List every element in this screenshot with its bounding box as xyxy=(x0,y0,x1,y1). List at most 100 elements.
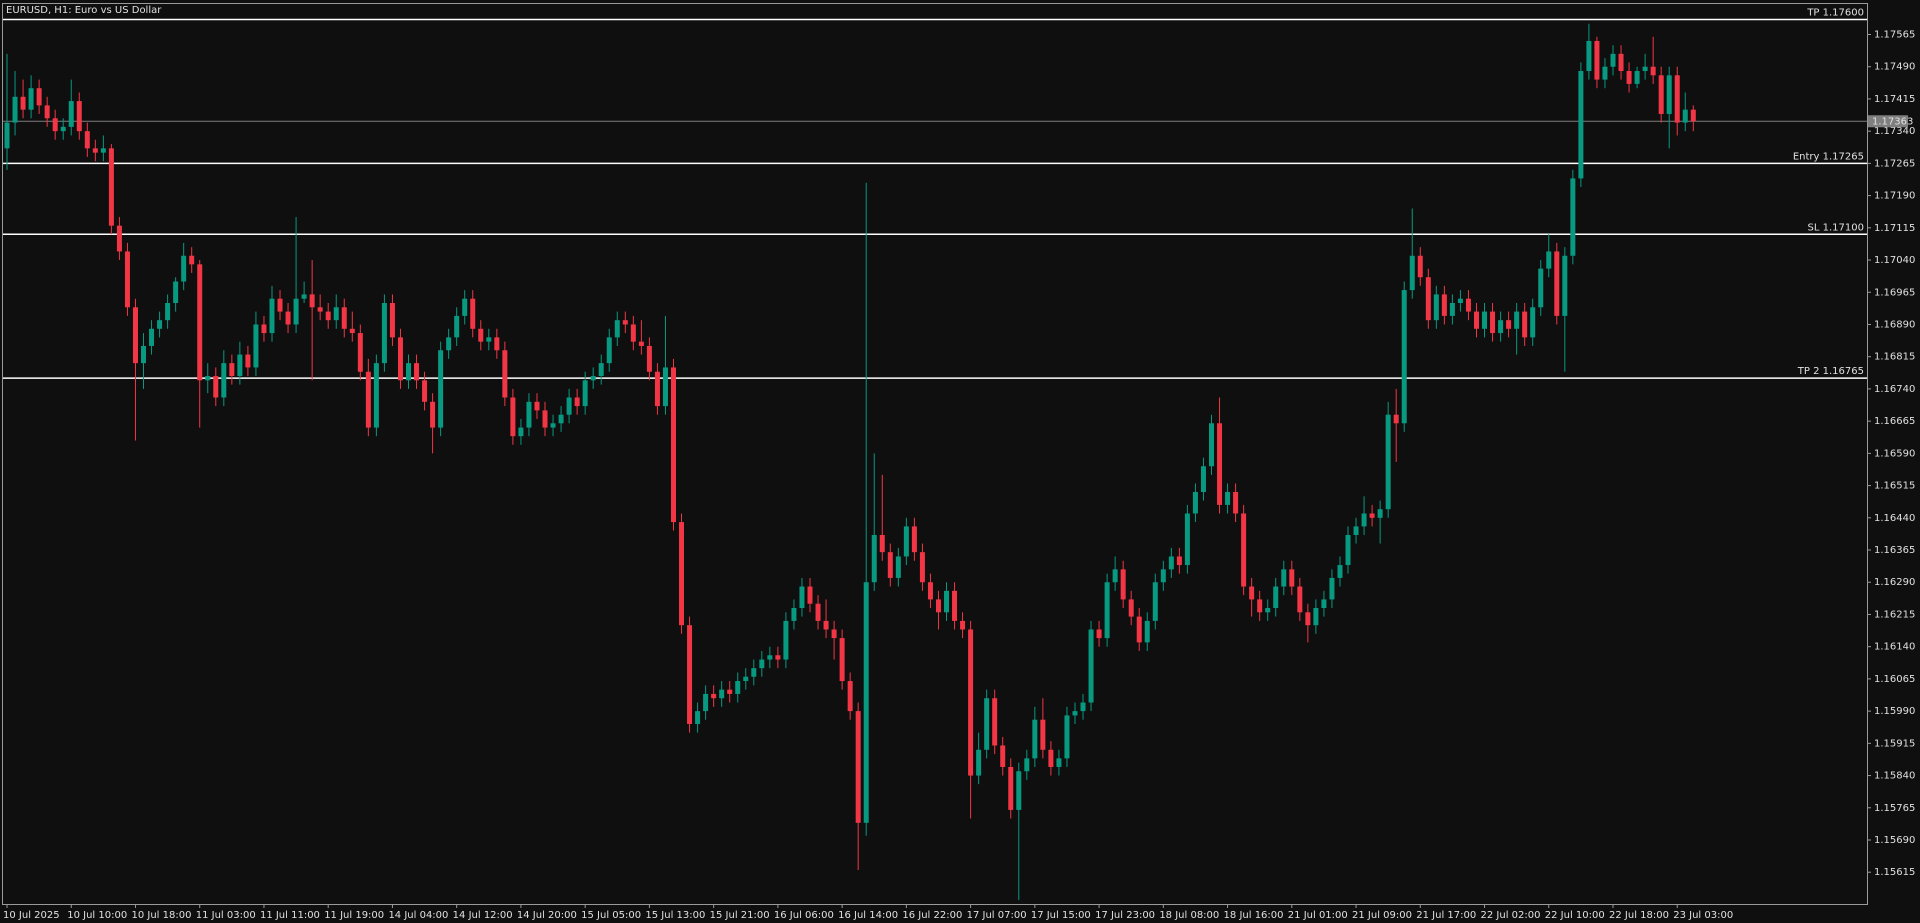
candle-body xyxy=(157,320,163,329)
candle-body xyxy=(1048,749,1054,767)
y-tick-label: 1.17565 xyxy=(1874,30,1915,41)
y-tick-label: 1.15990 xyxy=(1874,706,1915,717)
candle-body xyxy=(149,328,155,346)
candle-body xyxy=(1217,423,1223,505)
candle-body xyxy=(622,320,628,325)
bid-label-box xyxy=(1868,115,1908,128)
y-tick-label: 1.17340 xyxy=(1874,126,1915,137)
candle-body xyxy=(1152,582,1158,621)
candle-body xyxy=(1321,599,1327,609)
candle-body xyxy=(1514,311,1520,329)
x-tick-label: 21 Jul 01:00 xyxy=(1288,910,1348,921)
candle-body xyxy=(1498,320,1504,334)
candle-body xyxy=(879,534,885,553)
candle-body xyxy=(1209,423,1214,467)
candle-body xyxy=(960,620,966,630)
candle-body xyxy=(1128,599,1134,617)
candle-body xyxy=(1562,255,1568,316)
candle-body xyxy=(1200,466,1206,493)
candle-body xyxy=(1032,719,1038,759)
y-tick-label: 1.16590 xyxy=(1874,448,1915,459)
x-tick-label: 15 Jul 05:00 xyxy=(581,910,641,921)
candle-body xyxy=(1473,311,1479,329)
candle-body xyxy=(759,659,765,669)
candle-body xyxy=(1096,629,1102,639)
candle-body xyxy=(952,590,958,621)
candle-body xyxy=(1682,109,1688,123)
candle-body xyxy=(1016,771,1022,810)
x-tick-label: 10 Jul 10:00 xyxy=(67,910,127,921)
candle-body xyxy=(414,363,420,381)
candle-body xyxy=(1578,71,1584,179)
candle-body xyxy=(727,689,733,694)
candle-body xyxy=(221,363,227,398)
candle-body xyxy=(590,376,596,381)
candle-body xyxy=(1626,71,1632,84)
candle-body xyxy=(84,131,90,149)
candle-body xyxy=(1538,268,1544,308)
candle-body xyxy=(397,337,403,381)
candle-body xyxy=(486,337,492,342)
candle-body xyxy=(100,148,106,153)
candle-body xyxy=(478,328,484,342)
x-tick-label: 17 Jul 07:00 xyxy=(967,910,1027,921)
candle-body xyxy=(1072,711,1078,716)
candle-body xyxy=(1570,178,1576,256)
x-tick-label: 17 Jul 15:00 xyxy=(1031,910,1091,921)
candle-body xyxy=(1176,556,1182,566)
candle-body xyxy=(839,638,845,682)
candle-body xyxy=(124,251,130,308)
candle-body xyxy=(775,655,781,660)
candle-body xyxy=(1345,534,1351,566)
candle-body xyxy=(566,397,572,415)
y-tick-label: 1.17490 xyxy=(1874,62,1915,73)
candle-body xyxy=(1000,745,1006,767)
candle-body xyxy=(1305,612,1311,626)
level-label: TP 2 1.16765 xyxy=(1797,366,1864,377)
x-tick-label: 10 Jul 18:00 xyxy=(131,910,191,921)
candle-body xyxy=(783,620,789,660)
x-tick-label: 22 Jul 02:00 xyxy=(1481,910,1541,921)
candle-body xyxy=(253,324,259,368)
candle-body xyxy=(422,380,428,402)
x-tick-label: 14 Jul 20:00 xyxy=(517,910,577,921)
candle-body xyxy=(1369,513,1375,518)
x-tick-label: 14 Jul 04:00 xyxy=(388,910,448,921)
candle-body xyxy=(245,354,251,368)
candle-body xyxy=(992,698,998,746)
y-tick-label: 1.16515 xyxy=(1874,481,1915,492)
candle-body xyxy=(1385,414,1391,510)
candle-body xyxy=(1168,556,1174,570)
candle-body xyxy=(935,599,941,613)
x-tick-label: 16 Jul 06:00 xyxy=(774,910,834,921)
candle-body xyxy=(1650,66,1656,76)
candle-body xyxy=(1586,40,1592,72)
candle-body xyxy=(518,427,524,437)
candle-body xyxy=(173,281,179,303)
y-tick-label: 1.15915 xyxy=(1874,738,1915,749)
candle-body xyxy=(1441,294,1447,316)
candle-body xyxy=(1417,255,1423,278)
candle-body xyxy=(60,126,66,132)
candle-body xyxy=(719,689,725,699)
candle-body xyxy=(389,302,395,338)
candle-body xyxy=(1112,569,1118,583)
candle-body xyxy=(269,298,275,334)
candle-body xyxy=(68,101,74,127)
candle-body xyxy=(1361,513,1367,527)
candle-body xyxy=(1618,53,1624,72)
candle-body xyxy=(293,298,299,325)
candle-body xyxy=(365,371,371,428)
candle-body xyxy=(357,333,363,372)
candle-body xyxy=(1594,40,1600,80)
candle-body xyxy=(1666,75,1672,114)
candle-body xyxy=(1024,758,1030,772)
candle-body xyxy=(1401,290,1407,424)
candle-body xyxy=(1353,526,1359,535)
candle-body xyxy=(76,101,82,132)
candle-body xyxy=(791,608,797,621)
x-tick-label: 15 Jul 21:00 xyxy=(710,910,770,921)
candle-body xyxy=(1080,702,1086,712)
candle-body xyxy=(237,354,243,377)
